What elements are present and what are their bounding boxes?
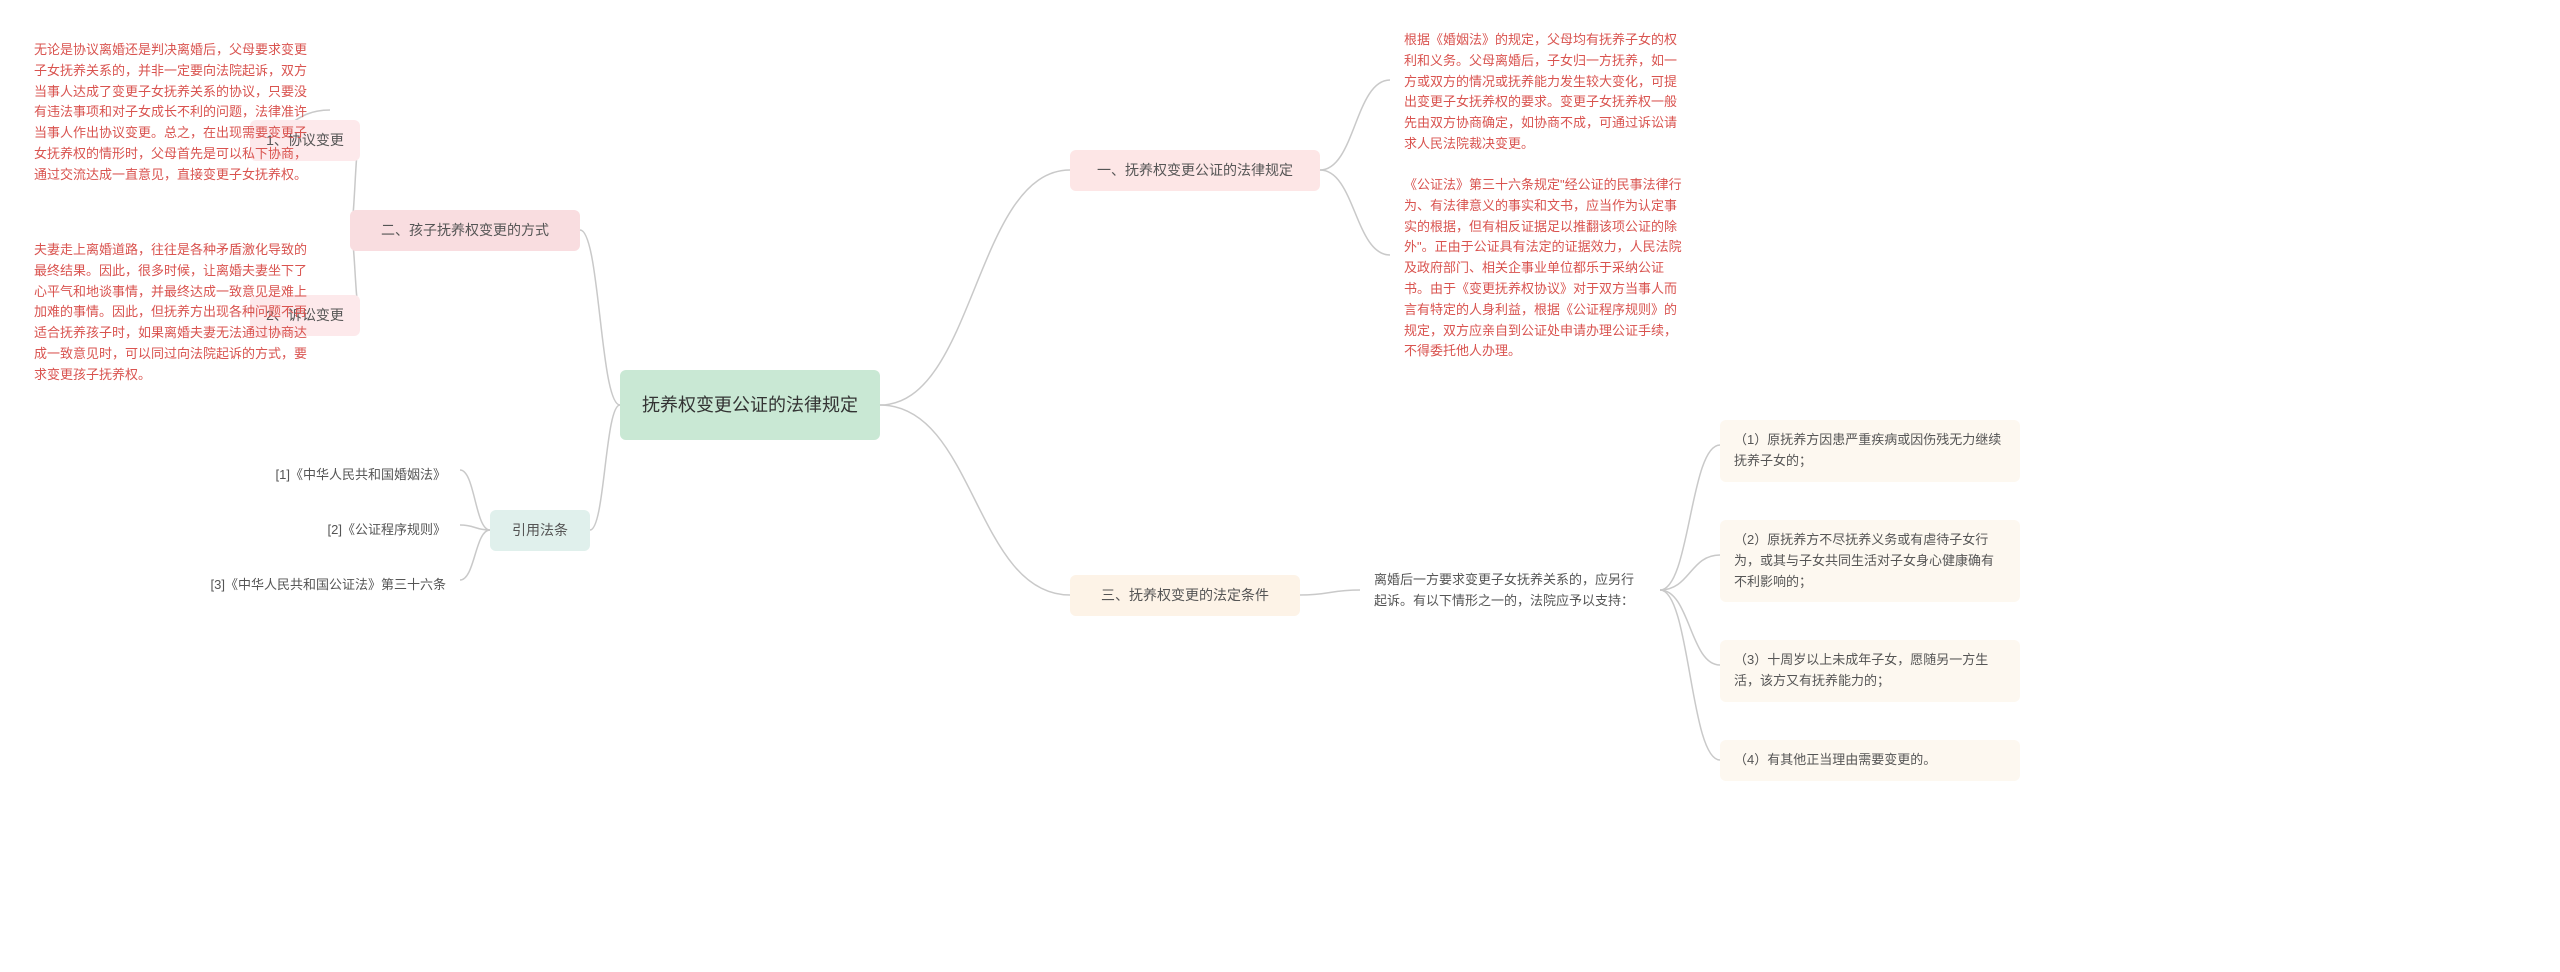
ref-3-node: [3]《中华人民共和国公证法》第三十六条 [180, 565, 460, 606]
sec3-4-text: （4）有其他正当理由需要变更的。 [1734, 750, 1936, 771]
sec2-1-leaf-text: 无论是协议离婚还是判决离婚后，父母要求变更子女抚养关系的，并非一定要向法院起诉，… [34, 40, 316, 186]
ref-1-text: [1]《中华人民共和国婚姻法》 [276, 465, 446, 486]
sec3-4-node: （4）有其他正当理由需要变更的。 [1720, 740, 2020, 781]
sec2-1-leaf: 无论是协议离婚还是判决离婚后，父母要求变更子女抚养关系的，并非一定要向法院起诉，… [20, 30, 330, 196]
sec3-2-node: （2）原抚养方不尽抚养义务或有虐待子女行为，或其与子女共同生活对子女身心健康确有… [1720, 520, 2020, 602]
sec2-node: 二、孩子抚养权变更的方式 [350, 210, 580, 251]
sec3-node: 三、抚养权变更的法定条件 [1070, 575, 1300, 616]
sec3-label: 三、抚养权变更的法定条件 [1101, 585, 1269, 606]
sec1-b-node: 《公证法》第三十六条规定"经公证的民事法律行为、有法律意义的事实和文书，应当作为… [1390, 165, 1700, 372]
ref-node: 引用法条 [490, 510, 590, 551]
sec3-3-node: （3）十周岁以上未成年子女，愿随另一方生活，该方又有抚养能力的； [1720, 640, 2020, 702]
sec3-1-text: （1）原抚养方因患严重疾病或因伤残无力继续抚养子女的； [1734, 430, 2006, 472]
sec2-2-leaf: 夫妻走上离婚道路，往往是各种矛盾激化导致的最终结果。因此，很多时候，让离婚夫妻坐… [20, 230, 330, 396]
ref-2-node: [2]《公证程序规则》 [310, 510, 460, 551]
ref-3-text: [3]《中华人民共和国公证法》第三十六条 [211, 575, 446, 596]
ref-label: 引用法条 [512, 520, 568, 541]
sec3-intro-text: 离婚后一方要求变更子女抚养关系的，应另行起诉。有以下情形之一的，法院应予以支持： [1374, 570, 1646, 612]
sec1-b-text: 《公证法》第三十六条规定"经公证的民事法律行为、有法律意义的事实和文书，应当作为… [1404, 175, 1686, 362]
sec2-label: 二、孩子抚养权变更的方式 [381, 220, 549, 241]
ref-1-node: [1]《中华人民共和国婚姻法》 [250, 455, 460, 496]
ref-2-text: [2]《公证程序规则》 [328, 520, 446, 541]
sec1-a-node: 根据《婚姻法》的规定，父母均有抚养子女的权利和义务。父母离婚后，子女归一方抚养，… [1390, 20, 1700, 165]
root-node: 抚养权变更公证的法律规定 [620, 370, 880, 440]
sec3-2-text: （2）原抚养方不尽抚养义务或有虐待子女行为，或其与子女共同生活对子女身心健康确有… [1734, 530, 2006, 592]
sec1-node: 一、抚养权变更公证的法律规定 [1070, 150, 1320, 191]
sec3-intro-node: 离婚后一方要求变更子女抚养关系的，应另行起诉。有以下情形之一的，法院应予以支持： [1360, 560, 1660, 622]
root-label: 抚养权变更公证的法律规定 [642, 392, 858, 419]
sec1-label: 一、抚养权变更公证的法律规定 [1097, 160, 1293, 181]
sec3-1-node: （1）原抚养方因患严重疾病或因伤残无力继续抚养子女的； [1720, 420, 2020, 482]
sec3-3-text: （3）十周岁以上未成年子女，愿随另一方生活，该方又有抚养能力的； [1734, 650, 2006, 692]
sec1-a-text: 根据《婚姻法》的规定，父母均有抚养子女的权利和义务。父母离婚后，子女归一方抚养，… [1404, 30, 1686, 155]
sec2-2-leaf-text: 夫妻走上离婚道路，往往是各种矛盾激化导致的最终结果。因此，很多时候，让离婚夫妻坐… [34, 240, 316, 386]
